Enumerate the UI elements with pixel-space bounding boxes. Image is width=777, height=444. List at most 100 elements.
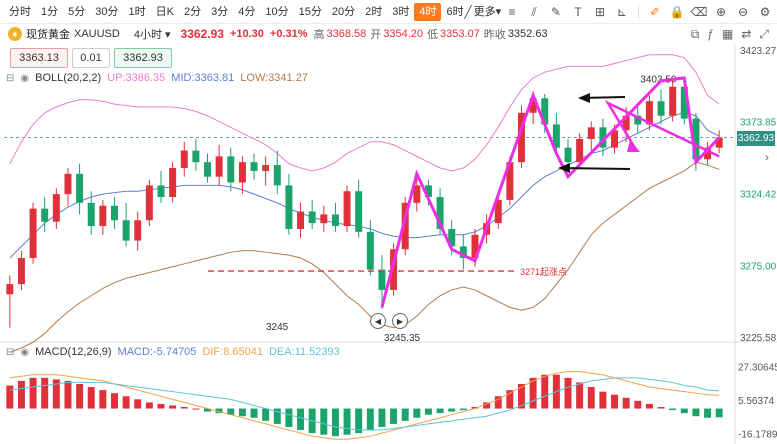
timeframe-2[interactable]: 5分	[68, 5, 86, 18]
collapse-icon[interactable]: ⊟	[6, 72, 15, 84]
fullscreen-icon[interactable]: ⤢	[759, 27, 769, 41]
edit-icon[interactable]: ✐	[649, 5, 661, 19]
timeframe-1[interactable]: 1分	[41, 5, 59, 18]
macd-bar	[76, 383, 84, 409]
open-label: 开	[370, 29, 382, 41]
candle-body	[529, 98, 537, 113]
chart-type-icon[interactable]: ⧉	[690, 27, 700, 41]
macd-bar	[587, 387, 595, 409]
chart-view-tools: ⧉ ƒ ▦ ⇄ ⤢	[691, 27, 769, 42]
candle-body	[320, 214, 328, 224]
ray-tool-icon[interactable]: ⟋	[485, 4, 495, 19]
sell-price-button[interactable]: 3363.13	[10, 48, 68, 68]
line-tool-icon[interactable]: ╱	[464, 5, 472, 19]
macd-tick-label: 5.56374	[738, 396, 775, 407]
macd-bar	[192, 408, 200, 410]
candle-body	[436, 197, 444, 229]
instrument-name[interactable]: 现货黄金	[26, 29, 70, 41]
timeframe-5[interactable]: 日K	[155, 5, 174, 18]
candle-body	[413, 185, 421, 203]
buy-price-button[interactable]: 3362.93	[114, 48, 172, 68]
candle-body	[29, 208, 37, 258]
macd-bar	[355, 408, 363, 434]
macd-bar	[17, 380, 25, 409]
macd-bar	[227, 408, 235, 415]
candle-body	[64, 173, 72, 195]
candle-body	[680, 86, 688, 119]
macd-bar	[64, 380, 72, 409]
boll-up: UP:3386.35	[107, 72, 166, 84]
candle-body	[611, 130, 619, 148]
y-tick-label: 3324.42	[740, 190, 777, 201]
low-price-label: 3245.35	[384, 333, 421, 344]
dif-value: DIF:8.65041	[202, 346, 263, 358]
y-tick-label: 3275.00	[740, 261, 777, 272]
candle-body	[401, 202, 409, 250]
zoom-in-icon[interactable]: ⊕	[715, 5, 727, 19]
zoom-out-icon[interactable]: ⊖	[737, 5, 749, 19]
quantity-input[interactable]: 0.01	[72, 48, 110, 68]
macd-value: MACD:-5.74705	[117, 346, 197, 358]
macd-bar	[250, 408, 258, 418]
channel-tool-icon[interactable]: ⫽	[531, 4, 537, 19]
timeframe-0[interactable]: 分时	[9, 5, 31, 18]
timeframe-15[interactable]: 6时	[446, 5, 464, 18]
timeframe-14[interactable]: 4时	[414, 2, 442, 21]
indicator-icon[interactable]: ƒ	[707, 27, 714, 41]
ruler-tool-icon[interactable]: ⊾	[616, 5, 628, 19]
compare-icon[interactable]: ⇄	[741, 27, 752, 41]
settings-icon[interactable]: ⚙	[759, 5, 771, 19]
macd-bar	[331, 408, 339, 437]
prev-close-label: 昨收	[483, 29, 506, 41]
macd-bar	[262, 408, 270, 421]
macd-bar	[424, 408, 432, 415]
candle-body	[669, 86, 677, 116]
timeframe-16[interactable]: 更多▾	[473, 5, 502, 18]
timeframe-6[interactable]: 2分	[183, 5, 202, 18]
visibility-icon[interactable]: ◉	[20, 72, 30, 84]
period-selector[interactable]: 4小时 ▾	[133, 29, 171, 41]
timeframe-11[interactable]: 20分	[331, 5, 356, 18]
candle-body	[169, 167, 177, 198]
macd-bar	[273, 408, 281, 424]
prev-page-button[interactable]: ◀	[370, 313, 386, 329]
macd-bar	[692, 408, 700, 417]
text-tool-icon[interactable]: T	[574, 5, 582, 19]
candle-body	[657, 101, 665, 116]
macd-bar	[87, 387, 95, 409]
macd-bar	[459, 408, 467, 411]
candle-body	[355, 191, 363, 232]
macd-name: MACD(12,26,9)	[35, 346, 112, 358]
fib-tool-icon[interactable]: ≡	[508, 5, 516, 19]
brush-tool-icon[interactable]: ✎	[550, 5, 562, 19]
timeframe-12[interactable]: 2时	[365, 5, 383, 18]
boll-name: BOLL(20,2,2)	[35, 72, 102, 84]
layout-icon[interactable]: ▦	[721, 27, 734, 41]
timeframe-7[interactable]: 3分	[211, 5, 229, 18]
timeframe-9[interactable]: 10分	[265, 5, 289, 18]
next-page-button[interactable]: ▶	[392, 313, 408, 329]
timeframe-4[interactable]: 1时	[128, 5, 146, 18]
timeframe-toolbar: 分时 1分 5分 30分 1时 日K 2分 3分 4分 10分 15分 20分 2时 3时 4时 6时 更多▾ …	[0, 0, 777, 24]
timeframe-10[interactable]: 15分	[298, 5, 322, 18]
timeframe-3[interactable]: 30分	[95, 5, 119, 18]
timeframe-8[interactable]: 4分	[238, 5, 256, 18]
candle-body	[6, 284, 14, 295]
macd-bar	[204, 408, 211, 412]
measure-tool-icon[interactable]: ⊞	[594, 5, 606, 19]
clear-icon[interactable]: ⌫	[690, 5, 708, 19]
dif-line	[9, 371, 720, 440]
lock-icon[interactable]: 🔒	[669, 5, 685, 19]
candle-body	[134, 220, 142, 241]
dea-value: DEA:11.52393	[268, 346, 340, 358]
chevron-right-icon[interactable]: ›	[765, 150, 769, 164]
candle-body	[552, 124, 560, 148]
macd-bar	[506, 390, 514, 409]
macd-bar	[669, 408, 677, 411]
candle-body	[494, 199, 502, 224]
macd-bar	[576, 382, 584, 409]
visibility-icon[interactable]: ◉	[20, 346, 30, 358]
timeframe-13[interactable]: 3时	[392, 5, 410, 18]
candle-body	[215, 156, 223, 177]
